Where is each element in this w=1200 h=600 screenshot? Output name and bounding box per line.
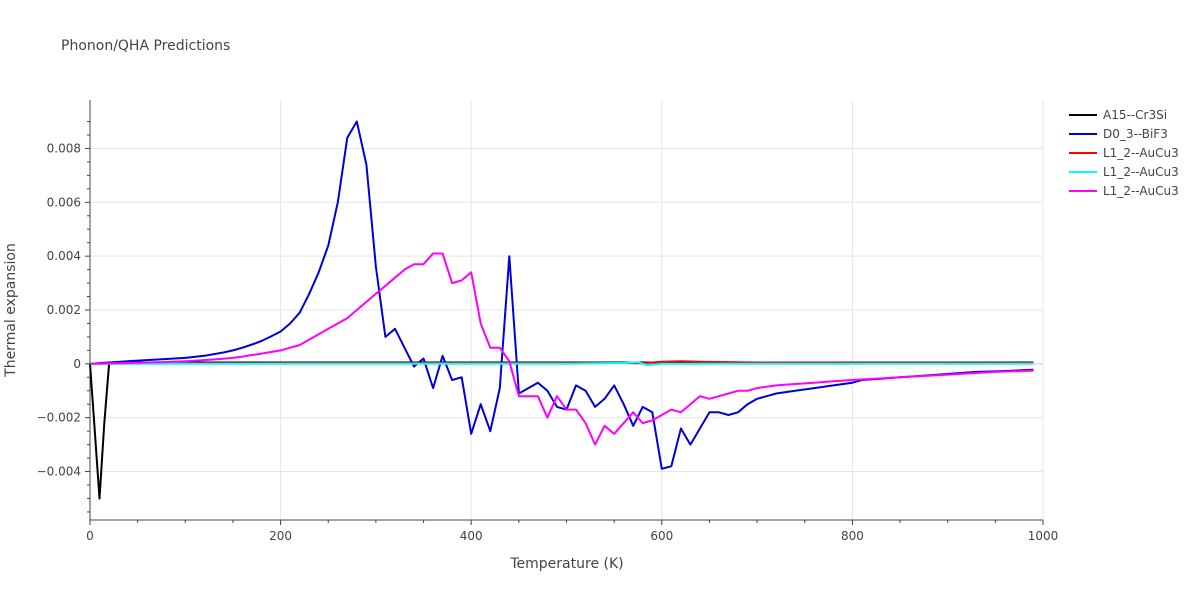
y-tick-label: 0.004	[47, 249, 81, 263]
x-tick-label: 200	[269, 529, 292, 543]
legend-label: L1_2--AuCu3	[1103, 184, 1179, 198]
y-tick-label: 0.008	[47, 141, 81, 155]
x-tick-label: 800	[841, 529, 864, 543]
x-tick-label: 400	[460, 529, 483, 543]
axes: 0 200 400 600 800 1000 −0.004 −0.002 0 0.002 0.004…	[37, 100, 1059, 543]
legend-item[interactable]: L1_2--AuCu3	[1069, 146, 1179, 160]
series-line-l1-2-aucu3-3	[90, 361, 1034, 367]
series-line-a15-cr3si-0	[89, 361, 1034, 500]
legend-item[interactable]: L1_2--AuCu3	[1069, 165, 1179, 179]
y-tick-label: 0.002	[47, 303, 81, 317]
legend-label: A15--Cr3Si	[1103, 108, 1167, 122]
legend-item[interactable]: D0_3--BiF3	[1069, 127, 1168, 141]
legend-label: D0_3--BiF3	[1103, 127, 1168, 141]
chart-title: Phonon/QHA Predictions	[61, 38, 230, 54]
series-line-l1-2-aucu3-4	[89, 252, 1034, 446]
x-tick-label: 1000	[1028, 529, 1059, 543]
grid	[90, 100, 1044, 520]
x-axis-title: Temperature (K)	[509, 556, 623, 572]
x-tick-label: 0	[86, 529, 94, 543]
y-tick-label: −0.002	[37, 411, 81, 425]
series-lines	[89, 120, 1034, 500]
y-tick-label: 0.006	[47, 195, 81, 209]
y-tick-label: 0	[73, 357, 81, 371]
legend-label: L1_2--AuCu3	[1103, 165, 1179, 179]
legend-item[interactable]: A15--Cr3Si	[1069, 108, 1167, 122]
legend-label: L1_2--AuCu3	[1103, 146, 1179, 160]
y-axis-title: Thermal expansion	[3, 243, 19, 378]
series-line-d0-3-bif3-1	[89, 120, 1034, 470]
y-tick-label: −0.004	[37, 465, 81, 479]
legend-item[interactable]: L1_2--AuCu3	[1069, 184, 1179, 198]
x-tick-label: 600	[650, 529, 673, 543]
legend[interactable]: A15--Cr3Si D0_3--BiF3 L1_2--AuCu3 L1_2--AuC…	[1069, 108, 1179, 198]
